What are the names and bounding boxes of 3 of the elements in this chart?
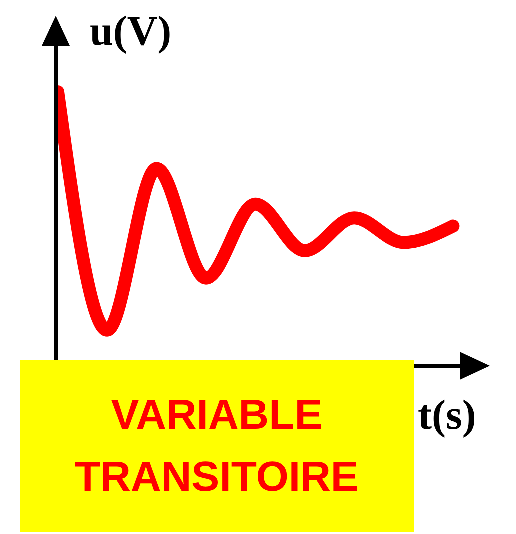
y-axis-title: u(V): [90, 8, 172, 56]
text: VARIABLE TRANSITOIRE: [74, 390, 360, 502]
x-axis-title: t(s): [418, 392, 476, 440]
